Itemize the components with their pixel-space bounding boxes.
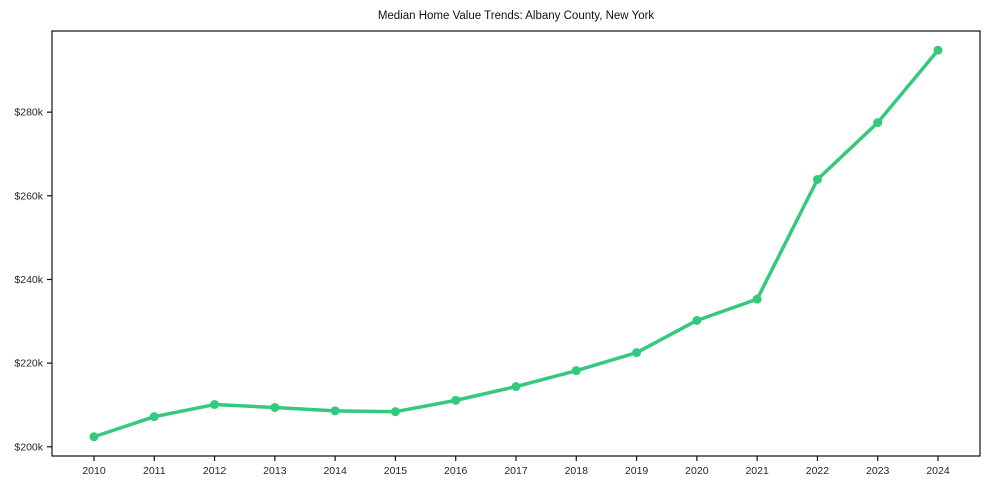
x-tick-label: 2015 xyxy=(384,465,408,477)
x-tick-label: 2013 xyxy=(263,465,287,477)
x-tick-label: 2018 xyxy=(565,465,589,477)
x-tick-label: 2022 xyxy=(806,465,830,477)
data-point-2018 xyxy=(571,366,581,376)
y-tick-label: $240k xyxy=(14,274,43,286)
trend-line xyxy=(92,48,940,439)
data-point-2014 xyxy=(330,406,340,416)
data-point-2023 xyxy=(873,118,883,128)
y-tick-label: $260k xyxy=(14,190,43,202)
data-point-2012 xyxy=(210,400,220,410)
x-tick-label: 2019 xyxy=(625,465,649,477)
data-point-2020 xyxy=(692,315,702,325)
y-tick-label: $220k xyxy=(14,358,43,370)
data-point-2021 xyxy=(752,294,762,304)
data-point-2013 xyxy=(270,402,280,412)
x-tick-label: 2012 xyxy=(203,465,227,477)
plot-border xyxy=(51,30,981,457)
chart-title: Median Home Value Trends: Albany County,… xyxy=(377,10,655,22)
y-tick-label: $280k xyxy=(14,107,43,119)
x-tick-label: 2014 xyxy=(323,465,347,477)
x-tick-label: 2021 xyxy=(745,465,769,477)
x-tick-label: 2023 xyxy=(866,465,890,477)
data-point-2024 xyxy=(933,45,943,55)
data-point-2010 xyxy=(89,432,99,442)
x-tick-label: 2016 xyxy=(444,465,468,477)
y-tick-label: $200k xyxy=(14,441,43,453)
data-point-2016 xyxy=(451,395,461,405)
data-point-2017 xyxy=(511,382,521,392)
data-point-2011 xyxy=(149,412,159,422)
x-tick-label: 2011 xyxy=(143,465,166,477)
x-tick-label: 2017 xyxy=(504,465,528,477)
x-tick-label: 2024 xyxy=(926,465,950,477)
data-point-2022 xyxy=(812,174,822,184)
data-point-2019 xyxy=(632,348,642,358)
data-point-2015 xyxy=(390,407,400,417)
x-tick-label: 2020 xyxy=(685,465,709,477)
x-tick-label: 2010 xyxy=(82,465,106,477)
